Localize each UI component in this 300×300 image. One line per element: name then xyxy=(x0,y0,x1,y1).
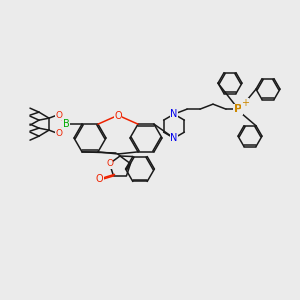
Text: P: P xyxy=(234,104,242,114)
Text: O: O xyxy=(106,159,113,168)
Text: O: O xyxy=(96,174,103,184)
Text: O: O xyxy=(56,129,62,138)
Text: B: B xyxy=(63,119,69,129)
Text: O: O xyxy=(114,111,122,121)
Text: N: N xyxy=(170,109,178,119)
Text: O: O xyxy=(56,111,62,120)
Text: +: + xyxy=(241,98,249,108)
Text: N: N xyxy=(170,133,178,143)
